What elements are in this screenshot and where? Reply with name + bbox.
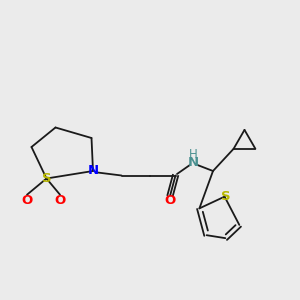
Text: N: N <box>87 164 99 178</box>
Text: O: O <box>54 194 66 207</box>
Text: N: N <box>188 156 199 170</box>
Text: S: S <box>42 172 51 185</box>
Text: H: H <box>189 148 198 161</box>
Text: O: O <box>164 194 176 207</box>
Text: S: S <box>221 190 231 203</box>
Text: O: O <box>21 194 33 207</box>
